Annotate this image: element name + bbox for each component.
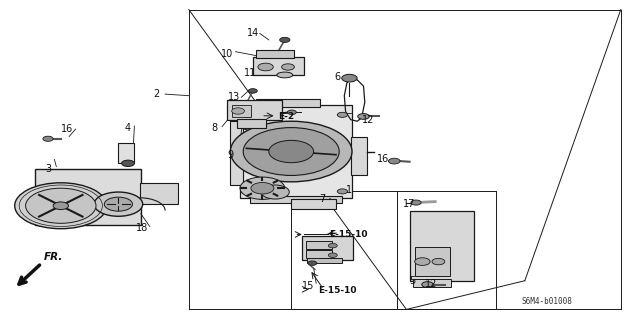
- Bar: [351, 137, 367, 175]
- Text: 15: 15: [301, 280, 314, 291]
- Bar: [413, 279, 451, 287]
- Text: 12: 12: [424, 279, 437, 289]
- Text: 18: 18: [136, 223, 148, 233]
- Circle shape: [282, 64, 294, 70]
- Bar: [256, 50, 294, 58]
- Bar: [237, 119, 266, 128]
- Bar: [291, 199, 336, 209]
- Circle shape: [337, 112, 348, 117]
- Circle shape: [388, 158, 400, 164]
- Text: 17: 17: [403, 199, 416, 209]
- Circle shape: [287, 110, 296, 115]
- Bar: [118, 143, 134, 163]
- Bar: [306, 241, 332, 249]
- Text: 2: 2: [154, 89, 160, 99]
- Text: 8: 8: [211, 122, 218, 133]
- Text: 12: 12: [362, 115, 374, 125]
- Text: 7: 7: [319, 194, 325, 204]
- Circle shape: [308, 261, 317, 265]
- Text: 4: 4: [125, 122, 131, 133]
- Text: 11: 11: [243, 68, 256, 78]
- Text: 9: 9: [227, 150, 234, 160]
- Bar: [250, 196, 342, 203]
- Circle shape: [94, 192, 143, 216]
- Bar: [232, 105, 251, 117]
- Text: 1: 1: [346, 185, 352, 195]
- Circle shape: [269, 140, 314, 163]
- Bar: [227, 100, 282, 120]
- Circle shape: [432, 258, 445, 265]
- Bar: [253, 57, 304, 75]
- Circle shape: [342, 74, 357, 82]
- Text: 13: 13: [227, 92, 240, 102]
- Text: S6M4-b01008: S6M4-b01008: [522, 297, 572, 306]
- Bar: [306, 250, 332, 258]
- Bar: [415, 247, 450, 276]
- Text: FR.: FR.: [44, 252, 63, 262]
- Circle shape: [280, 37, 290, 42]
- Text: E-15-10: E-15-10: [330, 230, 368, 239]
- Text: 16: 16: [61, 124, 74, 134]
- Circle shape: [248, 89, 257, 93]
- Circle shape: [251, 182, 274, 194]
- Bar: [307, 258, 342, 263]
- Text: 10: 10: [221, 49, 234, 59]
- Text: 6: 6: [334, 71, 340, 82]
- Bar: [230, 121, 243, 185]
- Circle shape: [230, 121, 352, 182]
- Circle shape: [241, 112, 252, 117]
- Bar: [240, 105, 352, 198]
- Text: 14: 14: [246, 28, 259, 39]
- Bar: [256, 99, 320, 107]
- Circle shape: [241, 189, 252, 194]
- Circle shape: [104, 197, 132, 211]
- Circle shape: [411, 200, 421, 205]
- Circle shape: [328, 243, 337, 248]
- Circle shape: [122, 160, 134, 167]
- Text: 16: 16: [376, 154, 389, 165]
- Circle shape: [261, 185, 289, 199]
- Ellipse shape: [277, 72, 293, 78]
- Circle shape: [358, 114, 369, 119]
- Circle shape: [243, 128, 339, 175]
- Circle shape: [26, 188, 96, 223]
- Circle shape: [415, 258, 430, 265]
- Bar: [302, 236, 353, 260]
- Bar: [140, 183, 178, 204]
- Circle shape: [232, 108, 244, 114]
- Circle shape: [15, 183, 107, 229]
- Text: 3: 3: [45, 164, 51, 174]
- Text: E-2: E-2: [278, 112, 294, 121]
- Circle shape: [337, 189, 348, 194]
- Circle shape: [422, 282, 433, 287]
- Bar: [35, 169, 141, 225]
- Text: 5: 5: [410, 276, 416, 286]
- Circle shape: [258, 63, 273, 71]
- Circle shape: [53, 202, 68, 210]
- Circle shape: [328, 253, 337, 257]
- Bar: [410, 211, 474, 281]
- Circle shape: [43, 136, 53, 141]
- Circle shape: [240, 177, 285, 199]
- Text: E-15-10: E-15-10: [318, 286, 356, 295]
